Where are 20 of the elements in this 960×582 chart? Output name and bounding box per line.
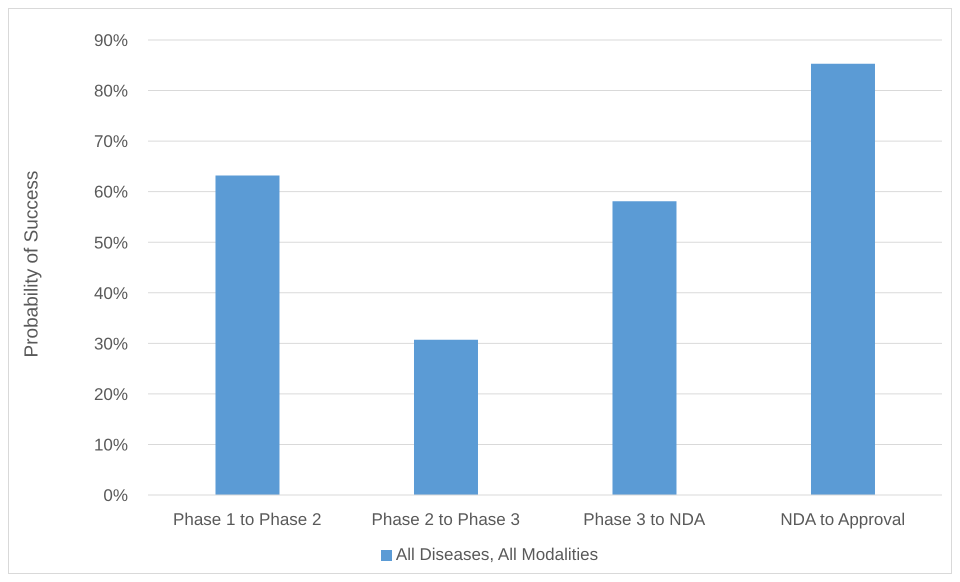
x-tick-label: Phase 1 to Phase 2 [173, 510, 322, 530]
legend-label: All Diseases, All Modalities [396, 545, 598, 564]
y-axis-title: Probability of Success [22, 170, 43, 358]
bar [612, 201, 676, 495]
x-tick-label: NDA to Approval [780, 510, 906, 530]
y-tick-label: 80% [94, 82, 128, 101]
y-tick-label: 90% [94, 31, 128, 50]
y-tick-label: 60% [94, 182, 128, 202]
y-tick-label: 20% [94, 384, 128, 404]
y-tick-label: 10% [94, 435, 128, 454]
bar [810, 64, 875, 495]
bar [215, 175, 280, 495]
y-tick-label: 30% [94, 334, 128, 354]
y-tick-label: 0% [103, 486, 128, 506]
x-tick-label: Phase 3 to NDA [583, 510, 706, 530]
x-tick-label: Phase 2 to Phase 3 [372, 510, 520, 530]
y-tick-label: 40% [94, 284, 128, 303]
y-tick-label: 70% [94, 132, 128, 152]
bar [414, 340, 478, 495]
y-tick-label: 50% [94, 233, 128, 252]
